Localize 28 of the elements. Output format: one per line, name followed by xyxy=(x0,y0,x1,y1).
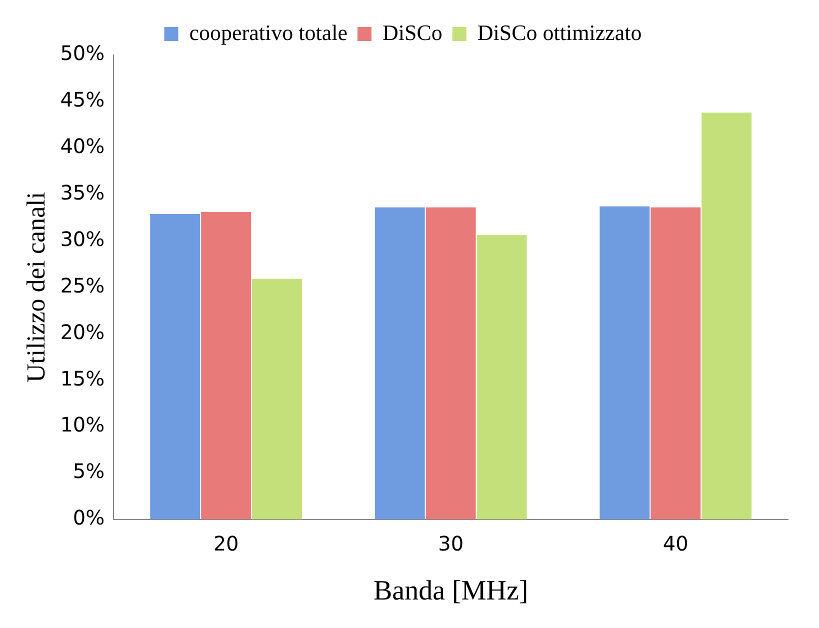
bar xyxy=(426,207,476,520)
y-tick-label: 10% xyxy=(60,412,105,437)
bar xyxy=(650,207,701,520)
bar xyxy=(150,214,200,520)
legend-label: DiSCo xyxy=(382,20,442,45)
y-tick-label: 45% xyxy=(60,88,105,112)
y-tick-label: 0% xyxy=(72,506,105,530)
y-tick-label: 5% xyxy=(72,459,105,484)
bar xyxy=(600,206,650,520)
y-tick-label: 35% xyxy=(60,180,105,205)
bar xyxy=(252,278,302,520)
y-tick-label: 20% xyxy=(60,320,105,344)
bar xyxy=(374,207,425,520)
bar xyxy=(702,112,752,520)
legend-label: cooperativo totale xyxy=(189,20,348,45)
bar xyxy=(476,235,527,520)
y-tick-label: 50% xyxy=(60,41,105,66)
y-tick-label: 25% xyxy=(60,273,105,298)
y-tick-label: 30% xyxy=(60,226,105,251)
y-tick-label: 15% xyxy=(60,366,105,390)
bar xyxy=(201,212,252,520)
y-axis-title: Utilizzo dei canali xyxy=(21,192,50,382)
x-tick-label: 40 xyxy=(662,532,688,556)
x-axis-title: Banda [MHz] xyxy=(373,576,528,607)
x-tick-label: 30 xyxy=(438,532,464,556)
x-tick-label: 20 xyxy=(213,532,239,556)
y-tick-label: 40% xyxy=(60,134,105,158)
legend-label: DiSCo ottimizzato xyxy=(477,20,642,45)
